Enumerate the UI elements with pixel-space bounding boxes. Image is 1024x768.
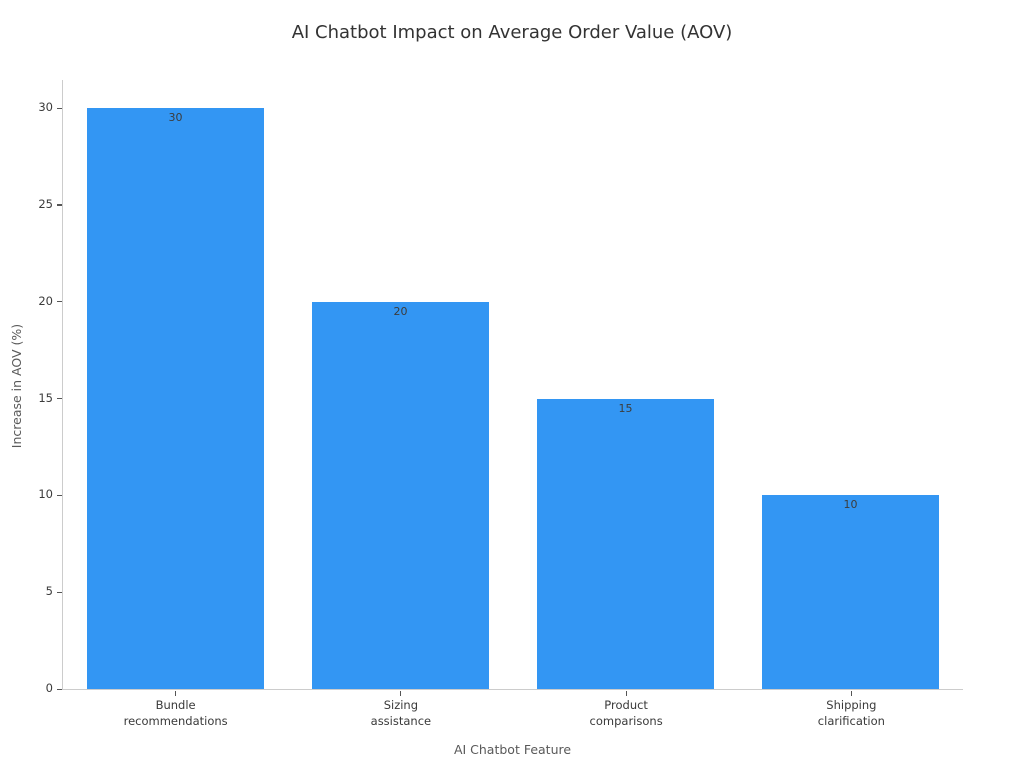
bar-slot: 20: [288, 80, 513, 689]
bar: 10: [761, 495, 940, 689]
y-tick-label: 20: [38, 293, 53, 308]
bar-value-label: 20: [393, 304, 408, 318]
bar-value-label: 15: [618, 401, 633, 415]
y-tick-mark: [57, 107, 62, 109]
chart-title: AI Chatbot Impact on Average Order Value…: [291, 22, 733, 43]
y-tick-label: 25: [38, 196, 53, 211]
y-tick-label: 30: [38, 100, 53, 115]
y-tick-mark: [57, 591, 62, 593]
x-tick-label: Shipping clarification: [817, 698, 885, 728]
y-tick-label: 15: [38, 390, 53, 405]
y-tick-label: 10: [38, 487, 53, 502]
y-tick-mark: [57, 494, 62, 497]
x-tick-mark: [850, 691, 852, 696]
bar-value-label: 30: [168, 111, 183, 125]
bar: 20: [311, 301, 490, 689]
y-tick-label: 0: [45, 681, 53, 695]
bar-slot: 15: [513, 80, 738, 689]
y-tick-mark: [57, 301, 62, 303]
bar: 30: [86, 108, 265, 689]
y-tick-mark: [57, 204, 62, 206]
bar-slot: 10: [738, 80, 963, 689]
x-axis-title: AI Chatbot Feature: [453, 742, 572, 757]
bar: 15: [536, 398, 715, 689]
x-tick-mark: [175, 691, 177, 696]
y-tick-mark: [57, 688, 62, 690]
x-tick-mark: [400, 691, 402, 696]
x-tick-mark: [625, 691, 627, 696]
y-tick-label: 5: [45, 584, 53, 599]
x-tick-label: Bundle recommendations: [123, 698, 228, 728]
bar-series: 30 20 15 10: [63, 80, 963, 689]
bar-slot: 30: [63, 80, 288, 689]
x-tick-label: Sizing assistance: [370, 698, 432, 728]
y-axis-title: Increase in AOV (%): [9, 323, 24, 449]
bar-value-label: 10: [843, 498, 858, 512]
plot-area: 0 5 10 15 20 25 30 30 20 15 10 Bundle recommendati…: [38, 80, 963, 728]
x-tick-label: Product comparisons: [589, 698, 663, 728]
y-tick-mark: [57, 398, 62, 400]
